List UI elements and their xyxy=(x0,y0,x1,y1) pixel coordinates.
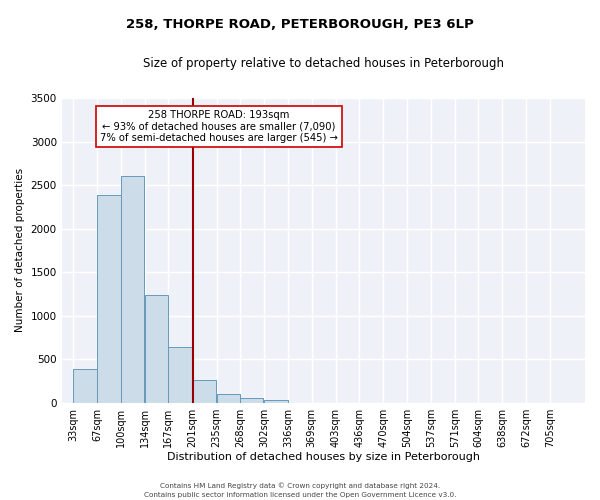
X-axis label: Distribution of detached houses by size in Peterborough: Distribution of detached houses by size … xyxy=(167,452,480,462)
Bar xyxy=(97,194,121,402)
Text: Contains public sector information licensed under the Open Government Licence v3: Contains public sector information licen… xyxy=(144,492,456,498)
Bar xyxy=(240,398,263,402)
Bar xyxy=(73,369,97,402)
Text: 258 THORPE ROAD: 193sqm
← 93% of detached houses are smaller (7,090)
7% of semi-: 258 THORPE ROAD: 193sqm ← 93% of detache… xyxy=(100,110,338,144)
Bar xyxy=(121,176,144,402)
Y-axis label: Number of detached properties: Number of detached properties xyxy=(15,168,25,332)
Bar xyxy=(169,347,192,403)
Title: Size of property relative to detached houses in Peterborough: Size of property relative to detached ho… xyxy=(143,58,504,70)
Bar xyxy=(145,295,169,403)
Bar xyxy=(217,394,240,402)
Text: Contains HM Land Registry data © Crown copyright and database right 2024.: Contains HM Land Registry data © Crown c… xyxy=(160,482,440,489)
Bar xyxy=(264,400,287,402)
Bar xyxy=(193,380,216,402)
Text: 258, THORPE ROAD, PETERBOROUGH, PE3 6LP: 258, THORPE ROAD, PETERBOROUGH, PE3 6LP xyxy=(126,18,474,30)
